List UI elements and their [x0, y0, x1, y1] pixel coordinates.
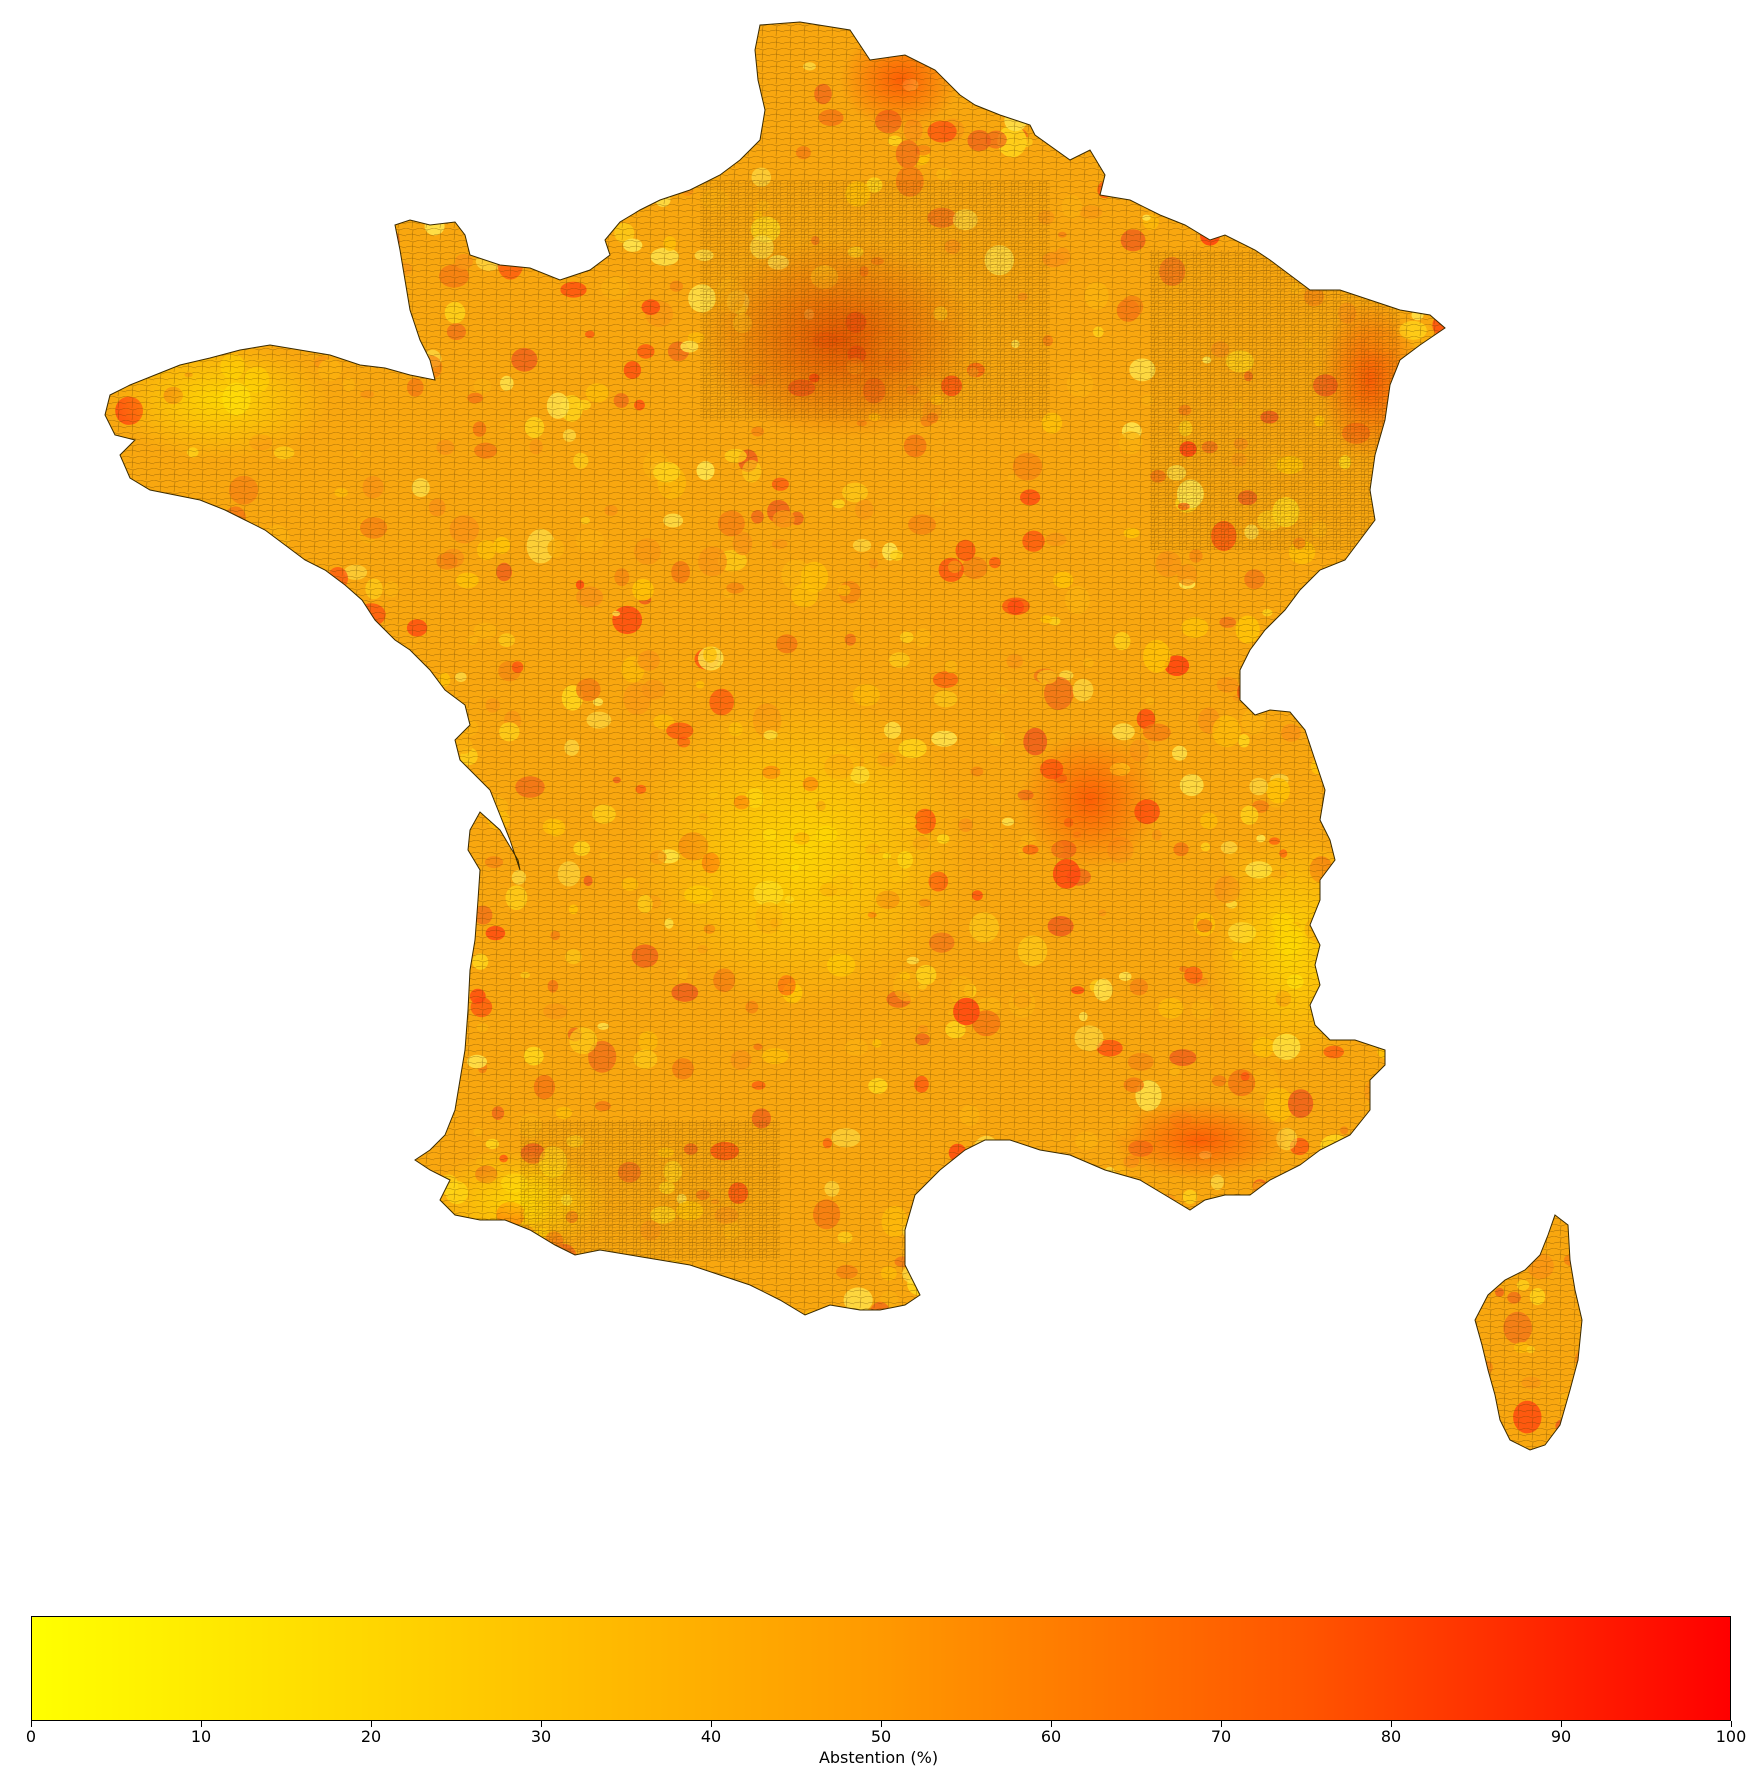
colorbar-tick-label: 0: [25, 1727, 37, 1746]
colorbar-tick: [1391, 1721, 1392, 1727]
colorbar-tick: [541, 1721, 542, 1727]
colorbar-tick-label: 40: [700, 1727, 722, 1746]
colorbar-tick: [371, 1721, 372, 1727]
colorbar-tick: [881, 1721, 882, 1727]
colorbar-tick: [1051, 1721, 1052, 1727]
colorbar-tick-label: 60: [1040, 1727, 1062, 1746]
colorbar-tick-label: 100: [1715, 1727, 1747, 1746]
colorbar-tick: [1731, 1721, 1732, 1727]
colorbar-tick: [31, 1721, 32, 1727]
colorbar-tick-label: 80: [1380, 1727, 1402, 1746]
colorbar-axis: 0 10 20 30 40 50 60 70 80 90 100: [26, 1721, 1746, 1767]
colorbar-tick-label: 90: [1550, 1727, 1572, 1746]
colorbar-tick: [1221, 1721, 1222, 1727]
colorbar-tick-label: 50: [870, 1727, 892, 1746]
commune-polygons: [105, 22, 1582, 1450]
colorbar-tick: [1561, 1721, 1562, 1727]
choropleth-map: [104, 21, 1583, 1451]
colorbar-tick-label: 30: [530, 1727, 552, 1746]
colorbar: [31, 1616, 1731, 1721]
colorbar-tick-label: 70: [1210, 1727, 1232, 1746]
colorbar-tick: [711, 1721, 712, 1727]
colorbar-label: Abstention (%): [818, 1748, 939, 1767]
colorbar-tick-label: 20: [360, 1727, 382, 1746]
colorbar-tick: [201, 1721, 202, 1727]
colorbar-tick-label: 10: [190, 1727, 212, 1746]
